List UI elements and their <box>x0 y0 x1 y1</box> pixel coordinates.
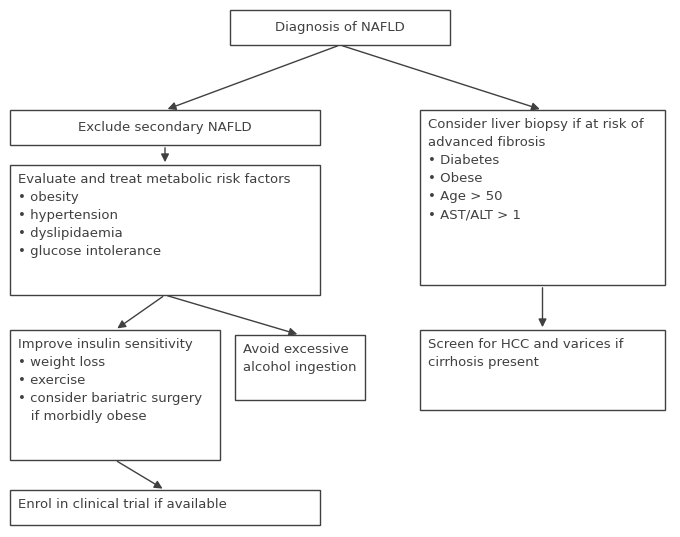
Text: Diagnosis of NAFLD: Diagnosis of NAFLD <box>275 21 405 34</box>
Text: Avoid excessive
alcohol ingestion: Avoid excessive alcohol ingestion <box>243 343 356 374</box>
Text: Evaluate and treat metabolic risk factors
• obesity
• hypertension
• dyslipidaem: Evaluate and treat metabolic risk factor… <box>18 173 290 258</box>
Bar <box>420 110 665 285</box>
Text: Screen for HCC and varices if
cirrhosis present: Screen for HCC and varices if cirrhosis … <box>428 338 624 369</box>
Bar <box>10 330 220 460</box>
Bar <box>10 490 320 525</box>
Bar <box>230 10 450 45</box>
Bar <box>235 335 365 400</box>
Bar <box>420 330 665 410</box>
Bar <box>10 165 320 295</box>
Bar <box>10 110 320 145</box>
Text: Consider liver biopsy if at risk of
advanced fibrosis
• Diabetes
• Obese
• Age >: Consider liver biopsy if at risk of adva… <box>428 118 644 221</box>
Text: Exclude secondary NAFLD: Exclude secondary NAFLD <box>78 121 252 134</box>
Text: Enrol in clinical trial if available: Enrol in clinical trial if available <box>18 498 227 511</box>
Text: Improve insulin sensitivity
• weight loss
• exercise
• consider bariatric surger: Improve insulin sensitivity • weight los… <box>18 338 202 423</box>
